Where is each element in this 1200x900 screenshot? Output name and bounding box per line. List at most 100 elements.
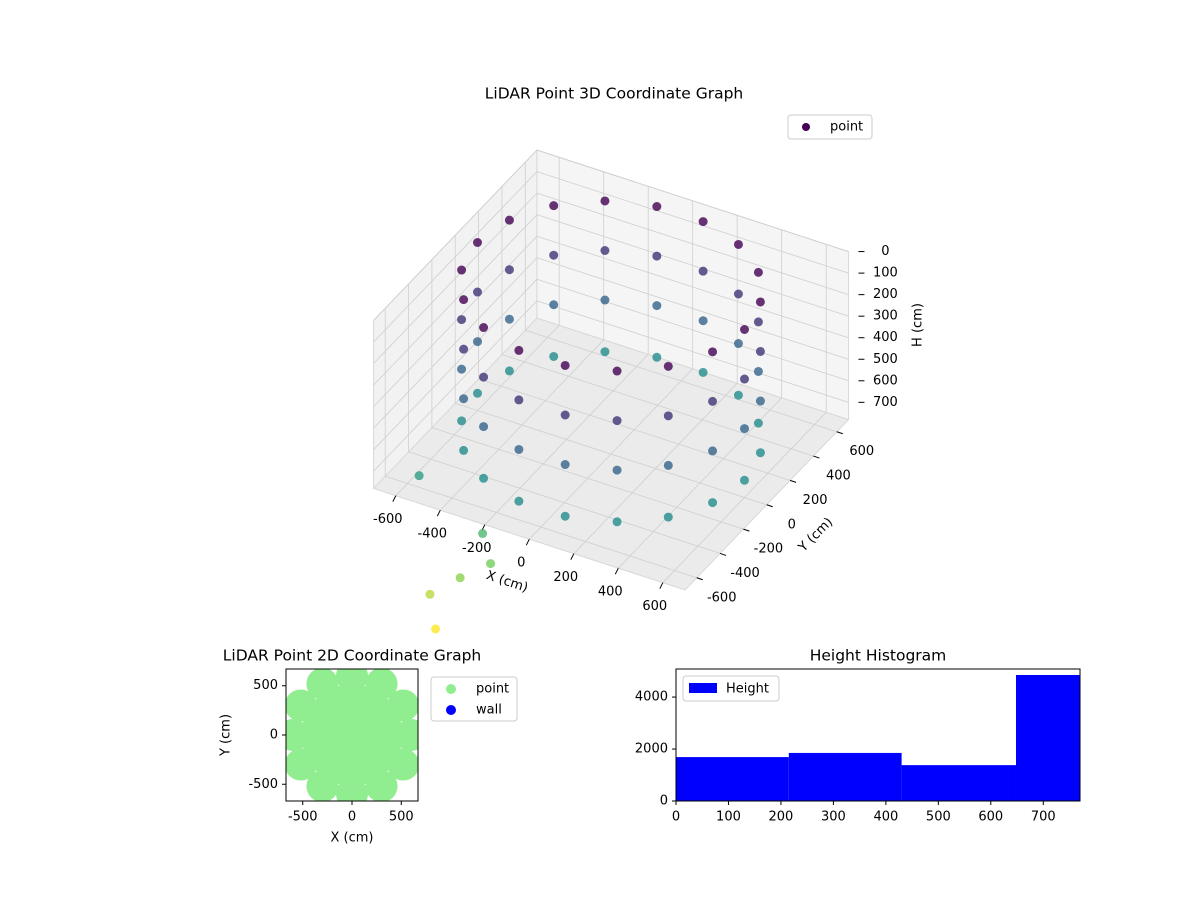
point — [753, 317, 763, 327]
point — [514, 496, 524, 506]
y-tick-label: 200 — [803, 493, 828, 508]
x-tick-label: -600 — [373, 512, 403, 527]
y-tick-label: -400 — [730, 566, 760, 581]
point — [431, 624, 441, 634]
point — [549, 351, 559, 361]
point — [457, 416, 467, 426]
y-tick-label: 600 — [849, 444, 874, 459]
y-tick-label: -500 — [248, 777, 278, 792]
grid-line — [536, 171, 849, 274]
point — [473, 238, 482, 247]
z-tick-label: 200 — [873, 287, 898, 302]
point — [755, 346, 765, 356]
tick-mark — [719, 552, 727, 556]
point — [733, 339, 743, 349]
point — [663, 411, 673, 421]
grid-line — [536, 149, 849, 252]
point — [652, 251, 662, 261]
grid-line — [373, 257, 538, 429]
axes-frame — [675, 668, 1081, 802]
point — [459, 445, 469, 455]
point — [663, 361, 673, 371]
z-tick-label: 600 — [873, 373, 898, 388]
point — [698, 266, 708, 276]
grid-line — [536, 300, 849, 403]
point — [652, 352, 662, 362]
x-tick-label: 0 — [672, 810, 680, 825]
point — [504, 215, 514, 225]
point — [663, 512, 673, 522]
tick-mark — [836, 431, 843, 435]
point — [549, 201, 559, 211]
point — [479, 473, 489, 483]
point — [708, 347, 718, 357]
z-tick-label: 400 — [873, 330, 898, 345]
point — [612, 517, 622, 527]
point — [733, 289, 743, 299]
point — [740, 475, 749, 485]
x-tick-label: 500 — [926, 810, 951, 825]
bar — [676, 757, 789, 801]
point — [479, 372, 489, 382]
point — [457, 265, 467, 275]
point — [755, 448, 765, 458]
grid-line — [536, 192, 849, 296]
x-tick-label: 300 — [821, 810, 846, 825]
grid-line — [385, 475, 697, 579]
point — [560, 360, 570, 370]
grid-line — [536, 214, 849, 317]
point — [733, 390, 743, 400]
point — [473, 287, 482, 297]
bar — [788, 752, 902, 801]
point — [698, 367, 708, 377]
tick-mark — [392, 495, 397, 502]
point — [740, 374, 749, 384]
y-tick-label: 400 — [826, 469, 851, 484]
x-tick-label: 200 — [769, 810, 794, 825]
point — [504, 265, 514, 275]
point — [514, 345, 524, 355]
x-tick-label: 600 — [978, 810, 1003, 825]
point — [698, 217, 708, 227]
point — [652, 301, 662, 311]
x-axis-label: X (cm) — [331, 831, 374, 846]
legend-marker — [689, 683, 717, 693]
grid-line — [431, 427, 744, 530]
point — [459, 394, 469, 404]
tick-mark — [570, 553, 575, 560]
point — [560, 511, 570, 521]
point — [733, 239, 743, 249]
legend-label: point — [830, 120, 863, 135]
chart-title: LiDAR Point 2D Coordinate Graph — [223, 647, 481, 665]
point — [753, 366, 763, 376]
point — [708, 498, 718, 508]
y-tick-label: 4000 — [635, 690, 668, 705]
point — [740, 325, 749, 334]
tick-mark — [789, 479, 797, 483]
chart-title: LiDAR Point 3D Coordinate Graph — [485, 85, 743, 103]
point — [549, 250, 559, 260]
point — [600, 246, 610, 256]
point — [652, 202, 662, 212]
grid-line — [478, 378, 791, 481]
bar — [901, 765, 1016, 801]
grid-line — [525, 329, 837, 433]
point — [600, 196, 610, 206]
grid-line — [536, 235, 849, 339]
grid-line — [373, 214, 538, 386]
point — [425, 589, 435, 599]
plot-area — [286, 669, 418, 801]
point — [414, 471, 424, 481]
x-tick-label: 200 — [553, 570, 578, 585]
point — [336, 719, 368, 751]
y-tick-label: 0 — [270, 728, 278, 743]
x-tick-label: 0 — [517, 556, 525, 571]
point — [514, 444, 524, 454]
point — [504, 314, 514, 324]
point — [479, 323, 489, 333]
x-tick-label: 500 — [389, 810, 414, 825]
tick-mark — [525, 538, 530, 546]
point — [560, 460, 570, 470]
legend-label: point — [476, 682, 509, 697]
point — [708, 446, 718, 456]
